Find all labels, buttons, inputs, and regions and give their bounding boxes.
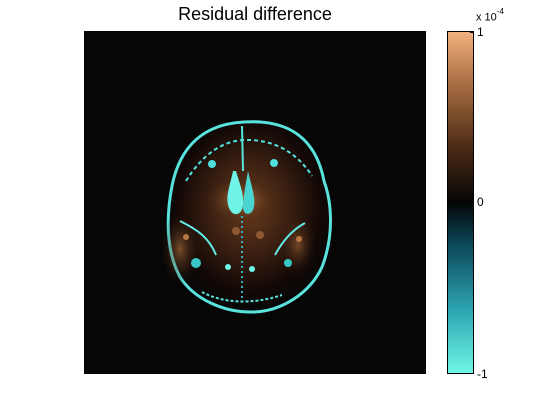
residual-image (84, 31, 426, 374)
colorbar-tickmark-middle (470, 202, 474, 203)
colorbar (447, 31, 474, 374)
colorbar-multiplier-prefix: x 10 (476, 11, 497, 24)
colorbar-gradient (448, 32, 473, 373)
colorbar-tickmark-bottom (470, 373, 474, 374)
figure-title: Residual difference (178, 4, 332, 24)
colorbar-tick-top: 1 (477, 25, 484, 39)
brain-scan-graphic (84, 31, 426, 374)
colorbar-tick-bottom: -1 (477, 367, 488, 381)
colorbar-tick-middle: 0 (477, 195, 484, 209)
colorbar-multiplier-exponent: -4 (496, 7, 504, 16)
colorbar-tickmark-top (470, 32, 474, 33)
colorbar-multiplier: x 10-4 (476, 7, 504, 25)
